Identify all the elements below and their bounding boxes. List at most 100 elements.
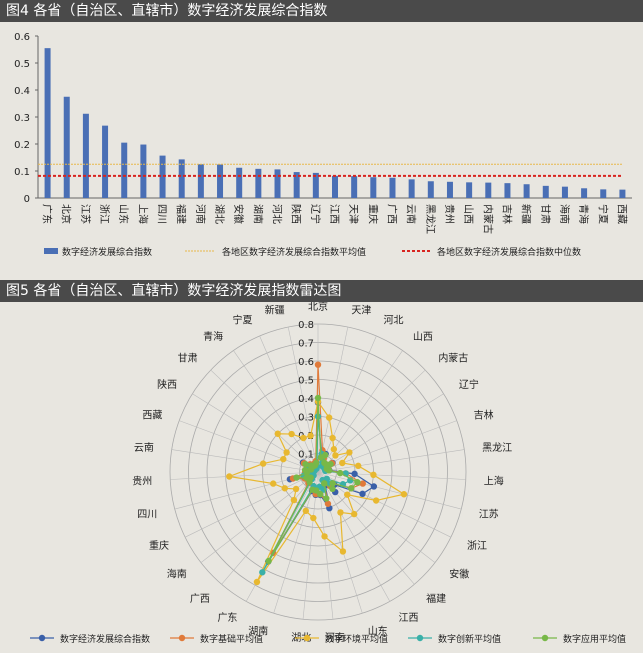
radar-point [329,480,336,487]
radar-point [329,485,336,493]
radar-point [324,500,332,507]
radar-point [317,490,324,498]
radar-tick-label: 0.1 [298,450,314,461]
radar-category-label: 山西 [413,331,433,343]
y-tick-label: 0.4 [14,86,30,97]
radar-spoke [184,471,319,538]
radar-point [270,480,277,487]
radar-point [259,460,267,467]
bar-陕西 [293,172,300,198]
radar-category-label: 四川 [137,510,157,521]
bar-海南 [561,186,568,198]
radar-point [332,452,339,459]
x-tick-label: 宁夏 [596,204,609,224]
radar-point [321,533,328,540]
x-tick-label: 西藏 [615,204,627,224]
radar-point [325,467,333,474]
y-tick-label: 0.6 [14,32,30,43]
x-tick-label: 福建 [175,204,188,224]
bar-西藏 [619,189,626,198]
legend-marker-0 [38,634,46,642]
x-tick-label: 上海 [136,204,149,224]
x-tick-label: 内蒙古 [481,204,494,234]
bar-重庆 [370,177,377,198]
radar-point [323,495,330,502]
radar-point [337,509,344,516]
radar-point [325,414,333,421]
radar-category-label: 河南 [325,631,345,644]
radar-point [300,434,307,442]
radar-category-label: 贵州 [132,474,152,487]
bar-安徽 [236,167,243,198]
radar-category-label: 新疆 [265,303,285,316]
legend-marker-4 [541,634,549,642]
radar-chart: 00.10.20.30.40.50.60.70.8北京天津河北山西内蒙古辽宁吉林… [30,302,626,645]
radar-point [280,455,287,463]
radar-spoke [317,420,457,473]
x-tick-label: 陕西 [290,204,303,224]
radar-spoke [317,471,391,602]
radar-category-label: 甘肃 [178,352,198,365]
radar-category-label: 海南 [167,568,187,581]
radar-point [322,451,329,459]
x-tick-label: 辽宁 [309,204,322,224]
x-tick-label: 江苏 [79,204,92,224]
radar-spoke [171,449,319,473]
radar-point [327,460,334,468]
bar-北京 [63,96,70,198]
radar-category-label: 陕西 [157,378,177,391]
x-tick-label: 北京 [60,204,73,224]
x-tick-label: 山东 [117,204,130,224]
radar-spoke [233,350,319,473]
radar-point [309,486,316,493]
bar-福建 [178,159,185,198]
radar-spoke [179,420,319,473]
x-tick-label: 贵州 [443,204,456,224]
x-tick-label: 甘肃 [539,204,552,224]
legend-marker-2 [303,634,311,642]
radar-point [400,491,408,498]
bar-甘肃 [542,185,549,198]
bar-浙江 [102,125,109,198]
radar-tick-label: 0.3 [298,413,314,424]
radar-category-label: 江苏 [479,508,499,521]
radar-category-label: 山东 [368,624,388,637]
x-tick-label: 海南 [558,204,571,224]
radar-point [336,469,344,477]
radar-category-label: 辽宁 [459,378,479,391]
bar-江西 [332,175,338,198]
bar-内蒙古 [485,182,492,198]
radar-category-label: 河北 [383,314,403,326]
bar-云南 [408,179,415,198]
radar-spoke [170,471,319,480]
radar-point [302,460,309,468]
radar-point [283,449,290,456]
bar-吉林 [504,183,511,198]
x-tick-label: 湖北 [213,204,225,224]
legend-label-1: 数字基础平均值 [200,633,263,645]
bar-新疆 [523,184,530,198]
radar-point [314,394,322,402]
x-tick-label: 江西 [328,204,340,224]
radar-category-label: 黑龙江 [482,441,512,454]
radar-point [330,446,338,453]
x-tick-label: 安徽 [232,204,245,224]
radar-category-label: 广西 [190,593,210,605]
bar-山东 [121,142,128,198]
x-tick-label: 四川 [156,204,167,224]
radar-point [226,473,233,480]
radar-category-label: 青海 [203,330,223,343]
legend-marker-1 [178,634,186,642]
x-tick-label: 广东 [41,204,54,224]
radar-tick-label: 0.7 [298,339,314,350]
bar-河北 [274,169,281,198]
x-tick-label: 天津 [347,204,359,224]
radar-point [351,470,358,478]
x-tick-label: 广西 [385,204,397,224]
x-tick-label: 云南 [405,204,418,224]
x-tick-label: 黑龙江 [424,204,437,234]
radar-point [265,557,272,565]
radar-category-label: 西藏 [142,409,162,421]
radar-point [253,578,261,586]
radar-spoke [287,326,319,473]
